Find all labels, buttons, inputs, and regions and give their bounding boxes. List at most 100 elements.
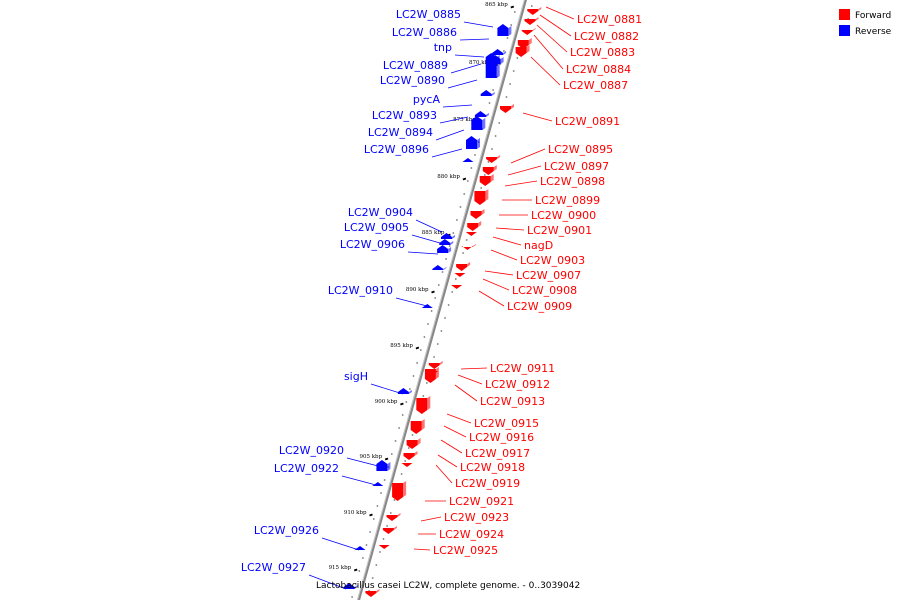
forward-gene-label[interactable]: LC2W_0884 [566, 63, 631, 76]
reverse-gene-label[interactable]: LC2W_0904 [348, 206, 413, 219]
forward-gene-feature[interactable] [467, 221, 482, 231]
reverse-gene-feature[interactable] [372, 482, 387, 486]
reverse-gene-feature[interactable] [485, 53, 500, 78]
forward-gene-feature[interactable] [465, 230, 480, 236]
forward-gene-feature[interactable] [386, 513, 401, 521]
forward-gene-feature[interactable] [461, 244, 476, 250]
forward-gene-label[interactable]: LC2W_0915 [474, 417, 539, 430]
forward-gene-label[interactable]: LC2W_0881 [577, 13, 642, 26]
forward-gene-label[interactable]: LC2W_0903 [520, 254, 585, 267]
forward-gene-label[interactable]: LC2W_0897 [544, 160, 609, 173]
forward-gene-label[interactable]: LC2W_0919 [455, 477, 520, 490]
forward-gene-feature[interactable] [482, 165, 497, 175]
forward-gene-feature[interactable] [521, 28, 536, 35]
forward-gene-feature[interactable] [500, 104, 514, 113]
reverse-gene-feature[interactable] [441, 233, 455, 239]
forward-gene-feature[interactable] [474, 189, 489, 205]
forward-leader-line [460, 367, 488, 370]
forward-gene-feature[interactable] [365, 589, 380, 597]
forward-gene-label[interactable]: LC2W_0909 [507, 300, 572, 313]
reverse-gene-label[interactable]: LC2W_0922 [274, 462, 339, 475]
forward-gene-feature[interactable] [392, 481, 407, 501]
forward-gene-feature[interactable] [424, 367, 439, 383]
reverse-gene-label[interactable]: LC2W_0910 [328, 284, 393, 297]
reverse-gene-feature[interactable] [421, 304, 436, 308]
reverse-gene-label[interactable]: LC2W_0893 [372, 109, 437, 122]
forward-gene-feature[interactable] [382, 526, 397, 534]
reverse-gene-feature[interactable] [439, 239, 454, 245]
forward-gene-feature[interactable] [428, 361, 443, 369]
forward-gene-label[interactable]: LC2W_0917 [465, 447, 530, 460]
forward-gene-label[interactable]: LC2W_0918 [460, 461, 525, 474]
forward-gene-feature[interactable] [410, 419, 425, 434]
forward-gene-label[interactable]: LC2W_0924 [439, 528, 504, 541]
reverse-gene-label[interactable]: LC2W_0890 [380, 74, 445, 87]
forward-gene-feature[interactable] [451, 283, 466, 289]
reverse-gene-label[interactable]: LC2W_0894 [368, 126, 433, 139]
reverse-gene-feature[interactable] [376, 460, 391, 471]
reverse-gene-feature[interactable] [354, 546, 369, 550]
forward-gene-feature[interactable] [479, 174, 494, 186]
forward-gene-label[interactable]: nagD [524, 239, 553, 252]
forward-gene-feature[interactable] [470, 209, 485, 219]
forward-gene-feature[interactable] [524, 17, 539, 25]
reverse-gene-label[interactable]: LC2W_0906 [340, 238, 405, 251]
forward-gene-feature[interactable] [517, 38, 532, 49]
reverse-gene-label[interactable]: LC2W_0885 [396, 8, 461, 21]
forward-gene-feature[interactable] [403, 451, 418, 460]
reverse-gene-feature[interactable] [432, 265, 447, 270]
reverse-gene-feature[interactable] [397, 388, 412, 394]
reverse-gene-label[interactable]: LC2W_0927 [241, 561, 306, 574]
forward-gene-label[interactable]: LC2W_0882 [574, 30, 639, 43]
forward-gene-label[interactable]: LC2W_0923 [444, 511, 509, 524]
forward-gene-feature[interactable] [456, 262, 471, 271]
track-dot-forward [404, 460, 407, 462]
forward-gene-label[interactable]: LC2W_0907 [516, 269, 581, 282]
reverse-gene-label[interactable]: LC2W_0896 [364, 143, 429, 156]
forward-gene-label[interactable]: LC2W_0908 [512, 284, 577, 297]
reverse-gene-feature[interactable] [480, 90, 495, 96]
forward-gene-feature[interactable] [454, 271, 469, 277]
forward-gene-feature[interactable] [416, 396, 431, 414]
forward-gene-feature[interactable] [401, 461, 416, 467]
forward-gene-feature[interactable] [378, 543, 393, 549]
forward-gene-label[interactable]: LC2W_0900 [531, 209, 596, 222]
forward-gene-label[interactable]: LC2W_0883 [570, 46, 635, 59]
reverse-gene-label[interactable]: LC2W_0926 [254, 524, 319, 537]
forward-gene-label[interactable]: LC2W_0895 [548, 143, 613, 156]
reverse-gene-feature[interactable] [462, 158, 477, 162]
forward-gene-label[interactable]: LC2W_0916 [469, 431, 534, 444]
reverse-gene-feature[interactable] [497, 24, 512, 36]
reverse-gene-label[interactable]: LC2W_0889 [383, 59, 448, 72]
reverse-gene-feature[interactable] [492, 49, 507, 55]
forward-gene-feature[interactable] [515, 45, 530, 57]
reverse-gene-feature[interactable] [471, 116, 486, 130]
reverse-gene-label[interactable]: LC2W_0920 [279, 444, 344, 457]
reverse-leader-line [442, 104, 473, 108]
tick-mark [462, 177, 467, 181]
forward-gene-label[interactable]: LC2W_0925 [433, 544, 498, 557]
forward-gene-label[interactable]: LC2W_0891 [555, 115, 620, 128]
forward-gene-label[interactable]: LC2W_0913 [480, 395, 545, 408]
forward-gene-feature[interactable] [527, 7, 542, 15]
reverse-gene-label[interactable]: sigH [344, 370, 368, 383]
forward-gene-label[interactable]: LC2W_0921 [449, 495, 514, 508]
reverse-gene-feature[interactable] [437, 245, 452, 253]
forward-gene-label[interactable]: LC2W_0901 [527, 224, 592, 237]
forward-gene-label[interactable]: LC2W_0887 [563, 79, 628, 92]
reverse-leader-line [341, 475, 377, 486]
forward-gene-label[interactable]: LC2W_0898 [540, 175, 605, 188]
reverse-gene-label[interactable]: pycA [413, 93, 441, 106]
reverse-gene-feature[interactable] [343, 583, 358, 589]
forward-gene-label[interactable]: LC2W_0899 [535, 194, 600, 207]
reverse-gene-label[interactable]: LC2W_0905 [344, 221, 409, 234]
forward-gene-label[interactable]: LC2W_0912 [485, 378, 550, 391]
forward-leader-line [536, 24, 568, 53]
reverse-gene-feature[interactable] [474, 111, 489, 117]
forward-gene-feature[interactable] [406, 438, 421, 449]
forward-gene-feature[interactable] [486, 155, 501, 163]
reverse-gene-label[interactable]: tnp [434, 41, 452, 54]
reverse-gene-feature[interactable] [466, 136, 480, 149]
forward-gene-label[interactable]: LC2W_0911 [490, 362, 555, 375]
reverse-gene-label[interactable]: LC2W_0886 [392, 26, 457, 39]
